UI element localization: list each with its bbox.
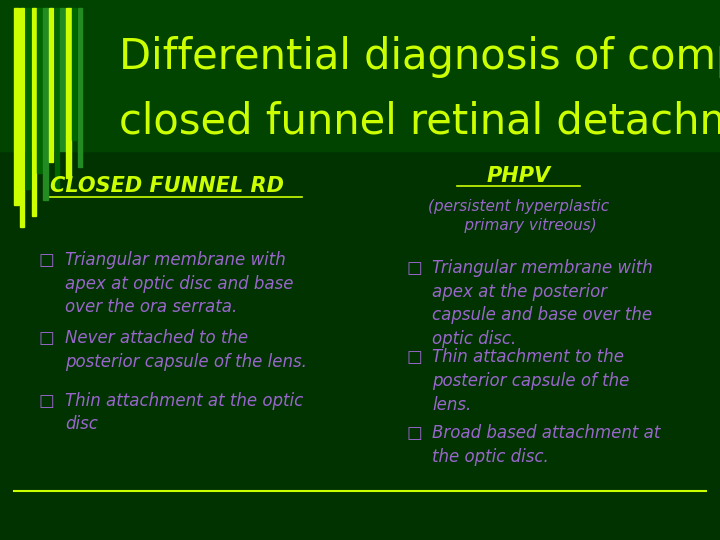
Bar xyxy=(55,8,59,189)
Bar xyxy=(72,8,76,140)
Text: □: □ xyxy=(406,348,422,366)
Text: □: □ xyxy=(39,392,55,409)
Text: Triangular membrane with
apex at the posterior
capsule and base over the
optic d: Triangular membrane with apex at the pos… xyxy=(432,259,653,348)
Text: □: □ xyxy=(406,259,422,277)
Text: □: □ xyxy=(39,329,55,347)
Bar xyxy=(32,8,36,216)
Text: Differential diagnosis of complete: Differential diagnosis of complete xyxy=(119,36,720,78)
Bar xyxy=(0,0,720,151)
Text: Thin attachment to the
posterior capsule of the
lens.: Thin attachment to the posterior capsule… xyxy=(432,348,629,414)
Text: CLOSED FUNNEL RD: CLOSED FUNNEL RD xyxy=(50,176,284,197)
Bar xyxy=(43,8,48,200)
Bar xyxy=(20,8,24,227)
Text: □: □ xyxy=(39,251,55,269)
Text: (persistent hyperplastic
     primary vitreous): (persistent hyperplastic primary vitreou… xyxy=(428,199,609,233)
Text: Broad based attachment at
the optic disc.: Broad based attachment at the optic disc… xyxy=(432,424,660,465)
Bar xyxy=(26,8,30,189)
Bar xyxy=(49,8,53,162)
Bar xyxy=(60,8,65,151)
Text: □: □ xyxy=(406,424,422,442)
Bar xyxy=(78,8,82,167)
Text: closed funnel retinal detachment: closed funnel retinal detachment xyxy=(119,100,720,143)
Bar xyxy=(14,8,19,205)
Text: Never attached to the
posterior capsule of the lens.: Never attached to the posterior capsule … xyxy=(65,329,307,371)
Text: Thin attachment at the optic
disc: Thin attachment at the optic disc xyxy=(65,392,303,433)
Bar xyxy=(66,8,71,178)
Bar xyxy=(37,8,42,173)
Text: Triangular membrane with
apex at optic disc and base
over the ora serrata.: Triangular membrane with apex at optic d… xyxy=(65,251,293,316)
Text: PHPV: PHPV xyxy=(486,165,551,186)
